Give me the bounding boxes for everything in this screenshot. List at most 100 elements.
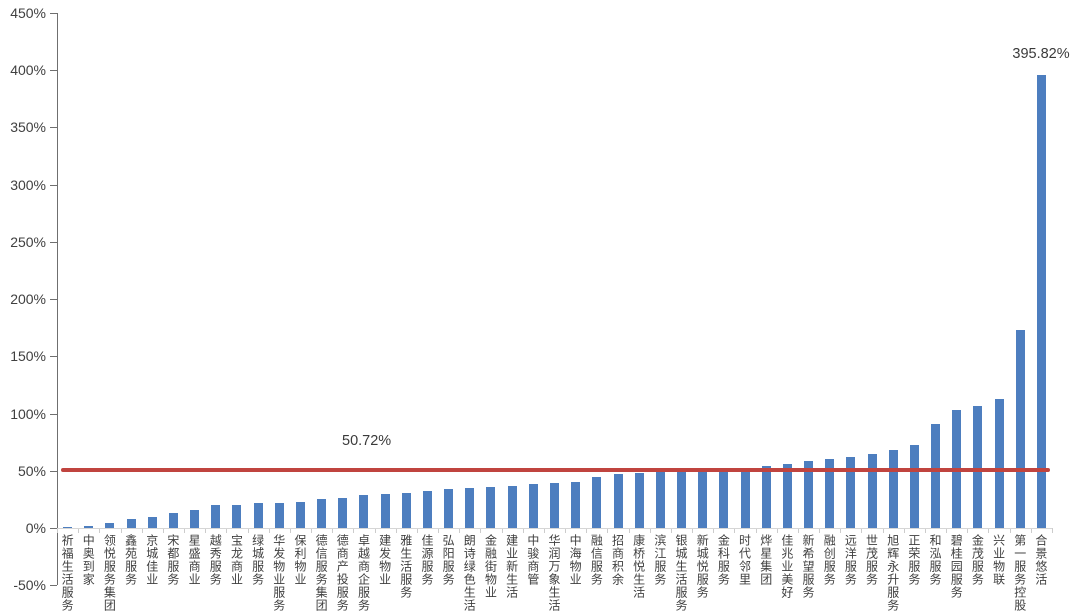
category-tick	[268, 528, 270, 533]
x-category-label: 第一服务控股	[1010, 534, 1031, 614]
x-category-label: 华润万象生活	[544, 534, 565, 614]
category-tick	[628, 528, 630, 533]
x-category-label: 新希望服务	[798, 534, 819, 614]
x-category-label-text: 时代邻里	[737, 534, 752, 586]
category-tick	[1052, 528, 1053, 533]
x-category-label-text: 领悦服务集团	[102, 534, 117, 612]
y-tick-label: 300%	[10, 176, 46, 193]
x-category-label-text: 融信服务	[589, 534, 604, 586]
category-tick	[776, 528, 778, 533]
x-category-label: 旭辉永升服务	[883, 534, 904, 614]
bar	[465, 487, 475, 528]
y-tick-label: 350%	[10, 119, 46, 136]
y-tick-mark	[50, 356, 57, 358]
bar	[613, 474, 623, 528]
x-category-label: 远洋服务	[840, 534, 861, 614]
x-category-label: 金科服务	[713, 534, 734, 614]
x-category-label-text: 世茂服务	[864, 534, 879, 586]
x-category-label-text: 银城生活服务	[674, 534, 689, 612]
category-tick	[1030, 528, 1032, 533]
bar	[528, 483, 538, 528]
x-category-label: 碧桂园服务	[946, 534, 967, 614]
x-category-label: 华发物业服务	[269, 534, 290, 614]
category-tick	[99, 528, 101, 533]
y-tick-mark	[50, 241, 57, 243]
x-category-label-text: 德信服务集团	[314, 534, 329, 612]
bar	[994, 398, 1004, 528]
x-category-label-text: 金科服务	[716, 534, 731, 586]
category-tick	[247, 528, 249, 533]
bar	[338, 497, 348, 528]
bar	[550, 483, 559, 528]
category-tick	[416, 528, 418, 533]
category-tick	[120, 528, 122, 533]
bar	[232, 504, 242, 528]
x-category-label: 越秀服务	[205, 534, 226, 614]
x-category-label-text: 滨江服务	[652, 534, 667, 586]
x-category-label: 康桥悦生活	[629, 534, 650, 614]
category-tick	[797, 528, 799, 533]
category-tick	[903, 528, 905, 533]
x-category-label-text: 烨星集团	[758, 534, 773, 586]
bar	[317, 499, 327, 528]
x-category-label-text: 新城悦服务	[695, 534, 710, 599]
category-tick	[755, 528, 757, 533]
y-tick-label: 150%	[10, 348, 46, 365]
x-category-label-text: 佳兆业美好	[779, 534, 794, 599]
x-category-label: 雅生活服务	[396, 534, 417, 614]
x-category-label: 星盛商业	[184, 534, 205, 614]
bar	[804, 461, 814, 528]
bar	[719, 469, 729, 528]
category-tick	[162, 528, 164, 533]
x-category-label: 正荣服务	[904, 534, 925, 614]
category-tick	[459, 528, 461, 533]
y-axis-line	[57, 13, 58, 585]
x-category-label-text: 越秀服务	[208, 534, 223, 586]
bar	[380, 494, 390, 528]
category-tick	[501, 528, 503, 533]
x-axis-line	[57, 528, 1052, 529]
x-category-label-text: 祈福生活服务	[60, 534, 75, 612]
x-category-label-text: 合景悠活	[1033, 534, 1048, 586]
x-category-label-text: 新希望服务	[801, 534, 816, 599]
x-category-label-text: 第一服务控股	[1012, 534, 1027, 612]
category-tick	[692, 528, 694, 533]
x-category-label: 弘阳服务	[438, 534, 459, 614]
y-tick-label: 0%	[25, 520, 46, 536]
x-category-label-text: 弘阳服务	[441, 534, 456, 586]
category-tick	[713, 528, 715, 533]
y-tick-mark	[50, 585, 57, 587]
x-category-label: 新城悦服务	[692, 534, 713, 614]
bar	[1036, 75, 1046, 528]
y-tick-mark	[50, 413, 57, 415]
y-tick-mark	[50, 70, 57, 72]
x-category-label-text: 正荣服务	[906, 534, 921, 586]
category-tick	[565, 528, 567, 533]
x-category-label-text: 保利物业	[292, 534, 307, 586]
category-tick	[353, 528, 355, 533]
bar	[677, 470, 687, 528]
category-tick	[586, 528, 588, 533]
bar	[253, 503, 263, 528]
x-category-label: 德商产投服务	[332, 534, 353, 614]
x-category-label-text: 绿城服务	[250, 534, 265, 586]
category-tick	[1009, 528, 1011, 533]
x-category-label-text: 远洋服务	[843, 534, 858, 586]
category-tick	[967, 528, 969, 533]
x-category-label-text: 宝龙商业	[229, 534, 244, 586]
bar	[909, 445, 919, 528]
category-tick	[819, 528, 821, 533]
bar	[444, 488, 454, 528]
x-category-label-text: 招商积余	[610, 534, 625, 586]
x-category-label: 绿城服务	[248, 534, 269, 614]
x-category-label-text: 京城佳业	[144, 534, 159, 586]
x-category-label-text: 融创服务	[822, 534, 837, 586]
bar	[634, 473, 644, 528]
category-tick	[649, 528, 651, 533]
x-category-label: 滨江服务	[650, 534, 671, 614]
category-tick	[374, 528, 376, 533]
x-category-label: 德信服务集团	[311, 534, 332, 614]
bar	[973, 405, 983, 528]
x-category-label: 朗诗绿色生活	[459, 534, 480, 614]
